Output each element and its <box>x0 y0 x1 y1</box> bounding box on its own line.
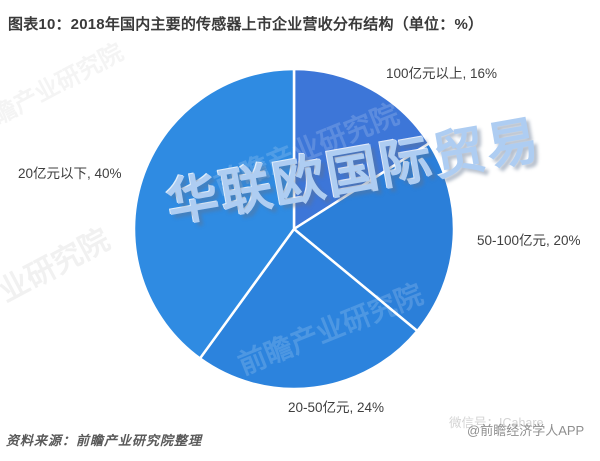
slice-label-under-20yi: 20亿元以下, 40% <box>18 166 122 181</box>
slice-label-100yi-plus: 100亿元以上, 16% <box>386 66 498 81</box>
slice-label-20-50yi: 20-50亿元, 24% <box>288 400 385 415</box>
slice-label-50-100yi: 50-100亿元, 20% <box>477 233 581 248</box>
pie-slice-20亿元以下 <box>132 67 296 360</box>
chart-title: 图表10：2018年国内主要的传感器上市企业营收分布结构（单位：%） <box>8 16 484 33</box>
account-watermark: @前瞻经济学人APP <box>467 423 585 438</box>
wechat-watermark-faint: 微信号：ICahare <box>449 416 544 430</box>
pie-slice-100亿元以上 <box>292 67 431 231</box>
source-note: 资料来源：前瞻产业研究院整理 <box>6 433 203 448</box>
pie-slice-20-50亿元 <box>198 227 419 391</box>
pie-slice-50-100亿元 <box>292 142 456 333</box>
